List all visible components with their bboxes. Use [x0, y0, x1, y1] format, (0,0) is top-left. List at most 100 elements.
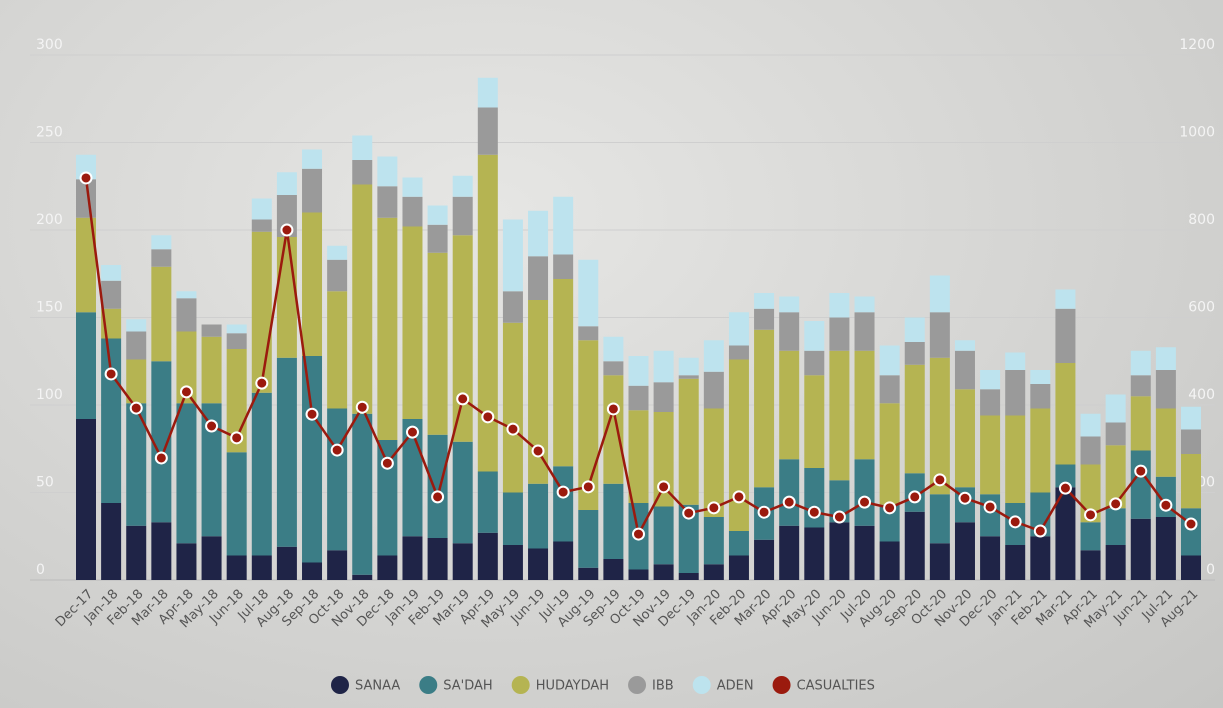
bar-segment [377, 156, 398, 187]
bar-segment [1055, 464, 1076, 488]
bar-segment [954, 340, 975, 351]
bar-segment [477, 154, 498, 472]
bar-segment [728, 359, 749, 531]
bar-segment [276, 357, 297, 547]
bar-segment [728, 345, 749, 360]
bar-segment [1130, 396, 1151, 451]
line-marker [832, 510, 846, 524]
line-marker [1033, 524, 1047, 538]
bar-segment [151, 522, 172, 580]
legend-label: SANAA [355, 679, 400, 694]
bar-segment [1055, 363, 1076, 465]
line-marker [657, 480, 671, 494]
bar-segment [1080, 436, 1101, 465]
legend-item: SANAA [331, 676, 400, 694]
bar-segment [1080, 522, 1101, 551]
bar-segment [151, 249, 172, 267]
bar-segment [151, 266, 172, 362]
bar-segment [151, 235, 172, 250]
line-marker [481, 410, 495, 424]
bar-segment [929, 494, 950, 544]
bar-segment [1005, 370, 1026, 416]
bar-segment [1005, 415, 1026, 503]
legend-swatch [692, 676, 711, 694]
bar-segment [1181, 429, 1201, 454]
y2-tick-label: 0 [1206, 562, 1215, 578]
bar-segment [502, 219, 523, 292]
legend-label: CASUALTIES [797, 679, 875, 694]
bar-segment [904, 317, 925, 342]
bar-segment [1155, 370, 1176, 409]
bar-segment [1105, 545, 1126, 580]
bar-segment [1155, 517, 1176, 580]
bar-segment [1005, 545, 1026, 580]
bar-segment [829, 480, 850, 523]
bar-segment [854, 350, 875, 460]
line-marker [958, 491, 972, 505]
line-marker [1184, 517, 1198, 531]
bar-segment [276, 237, 297, 358]
bar-segment [101, 503, 122, 580]
bar-segment [427, 252, 448, 435]
bar-segment [829, 293, 850, 318]
bar-segment [929, 275, 950, 313]
bar-segment [854, 459, 875, 526]
line-marker [782, 495, 796, 509]
bar-segment [1130, 350, 1151, 376]
bar-segment [754, 329, 775, 488]
bar-segment [377, 217, 398, 440]
bar-segment [1105, 394, 1126, 423]
line-marker [129, 401, 143, 415]
bar-segment [1055, 289, 1076, 309]
bar-segment [126, 525, 147, 580]
line-marker [1008, 515, 1022, 529]
legend-swatch [331, 676, 349, 694]
bar-segment [804, 321, 825, 351]
y-tick-label: 200 [36, 212, 63, 228]
bar-segment [854, 525, 875, 580]
bar-segment [1181, 454, 1201, 509]
line-marker [858, 495, 872, 509]
bar-segment [653, 350, 674, 383]
bar-segment [954, 350, 975, 390]
bar-segment [779, 525, 800, 580]
bar-segment [879, 403, 900, 505]
bar-segment [302, 562, 323, 580]
bar-segment [377, 440, 398, 556]
legend-item: ADEN [692, 676, 754, 694]
line-marker [1159, 498, 1173, 512]
y2-tick-label: 800 [1188, 212, 1215, 228]
bar-segment [578, 567, 599, 580]
bar-segment [553, 279, 574, 467]
bar-segment [101, 280, 122, 309]
bar-segment [76, 217, 96, 313]
bar-segment [980, 370, 1001, 390]
bar-segment [678, 357, 699, 376]
bar-segment [126, 403, 147, 526]
bar-segment [452, 196, 473, 236]
line-marker [380, 456, 394, 470]
bar-segment [101, 338, 122, 503]
bar-segment [502, 291, 523, 323]
bar-segment [528, 256, 549, 300]
bar-segment [201, 336, 222, 404]
bar-segment [1080, 550, 1101, 580]
bar-segment [176, 298, 197, 332]
bar-segment [728, 531, 749, 556]
bar-segment [477, 471, 498, 533]
bar-segment [402, 196, 423, 227]
line-marker [531, 444, 545, 458]
bar-segment [678, 504, 699, 573]
line-marker [456, 392, 470, 406]
bar-segment [327, 408, 348, 551]
line-marker [556, 485, 570, 499]
line-marker [983, 500, 997, 514]
bar-segment [628, 410, 649, 503]
bar-segment [954, 522, 975, 580]
bar-segment [276, 172, 297, 195]
bar-segment [980, 415, 1001, 495]
line-marker [1058, 481, 1072, 495]
bar-segment [427, 224, 448, 253]
line-marker [506, 422, 520, 436]
bar-segment [653, 506, 674, 565]
